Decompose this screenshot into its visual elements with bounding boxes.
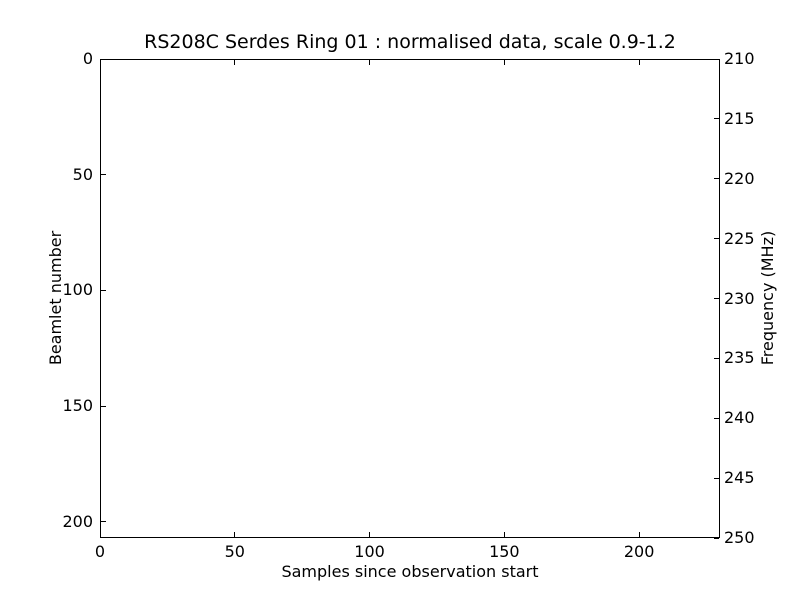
y-right-tick-label: 245 (724, 468, 755, 488)
y-right-tick-mark (714, 298, 719, 299)
x-tick-label: 150 (489, 542, 520, 561)
chart-title: RS208C Serdes Ring 01 : normalised data,… (144, 31, 676, 53)
x-tick-label: 200 (623, 542, 655, 561)
x-tick-label: 100 (354, 542, 385, 561)
y-left-tick-mark (101, 174, 106, 176)
y-right-tick-label: 220 (724, 168, 755, 188)
y-axis-right-label: Frequency (MHz) (758, 230, 777, 366)
y-right-tick-label: 230 (724, 288, 755, 308)
y-left-tick-label: 100 (62, 280, 93, 300)
x-tick-mark-bottom (369, 532, 371, 537)
y-right-tick-label: 235 (724, 348, 755, 368)
y-left-tick-mark (101, 289, 106, 291)
y-left-tick-mark (101, 521, 106, 523)
y-right-tick-mark (714, 238, 719, 240)
x-tick-mark-top (369, 60, 371, 65)
y-right-tick-mark (714, 58, 719, 60)
x-tick-mark-top (234, 60, 236, 65)
x-axis-label: Samples since observation start (281, 562, 539, 581)
y-right-tick-label: 250 (724, 528, 755, 547)
y-right-tick-mark (714, 537, 719, 539)
x-tick-mark-bottom (234, 532, 236, 537)
y-right-tick-label: 215 (724, 108, 755, 128)
y-left-tick-label: 150 (62, 396, 93, 416)
x-tick-mark-bottom (638, 532, 640, 537)
x-tick-mark-top (638, 60, 640, 65)
x-tick-mark-top (503, 60, 505, 65)
y-right-tick-mark (714, 178, 719, 180)
y-left-tick-mark (101, 405, 106, 407)
plot-area (100, 59, 720, 538)
y-left-tick-label: 0 (82, 49, 93, 68)
y-right-tick-label: 225 (724, 228, 755, 248)
y-left-tick-label: 200 (62, 511, 93, 531)
y-right-tick-label: 210 (724, 49, 755, 68)
x-tick-label: 0 (94, 542, 106, 561)
y-right-tick-mark (714, 477, 719, 479)
y-left-tick-label: 50 (72, 164, 93, 184)
y-left-tick-mark (101, 58, 106, 60)
x-tick-mark-bottom (99, 532, 101, 537)
y-right-tick-label: 240 (724, 408, 755, 428)
y-right-tick-mark (714, 417, 719, 419)
y-right-tick-mark (714, 118, 719, 120)
y-right-tick-mark (714, 357, 719, 359)
x-tick-label: 50 (224, 542, 245, 561)
x-tick-mark-bottom (503, 532, 505, 537)
x-tick-mark-top (99, 60, 101, 65)
